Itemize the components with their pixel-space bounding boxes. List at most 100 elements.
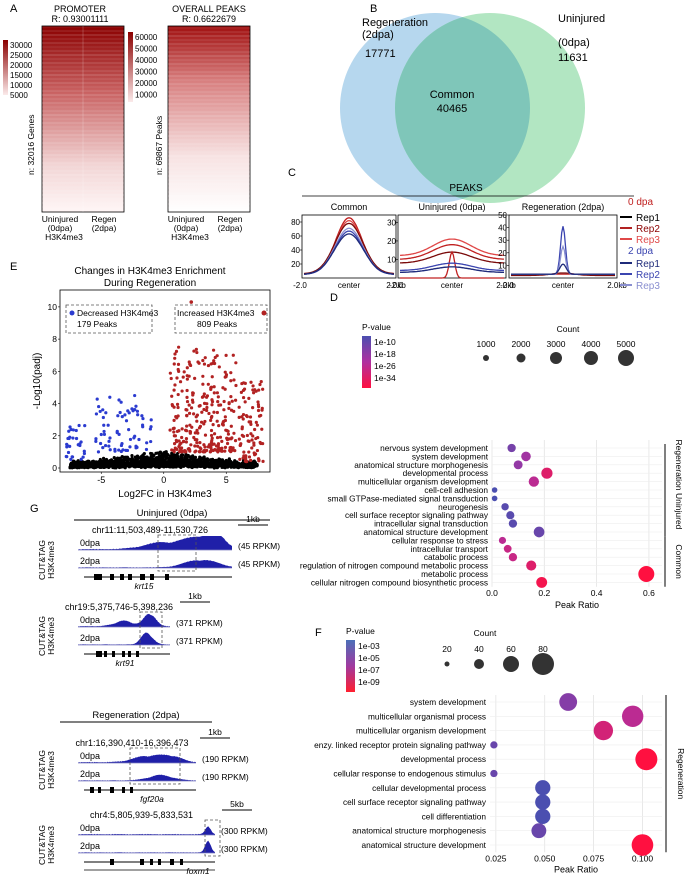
panel-b-letter: B xyxy=(370,3,377,15)
promoter-r: R: 0.93001111 xyxy=(51,14,108,24)
legend-rep-0dpa: Rep3 xyxy=(636,235,660,246)
g-exon xyxy=(104,651,107,657)
d-count-label: 2000 xyxy=(512,339,531,349)
d-term-dot xyxy=(638,566,655,582)
venn-left-label: Regeneration xyxy=(362,17,428,29)
legend-rep-0dpa: Rep2 xyxy=(636,224,660,235)
overall-mark: H3K4me3 xyxy=(171,232,209,242)
d-count-label: 5000 xyxy=(617,339,636,349)
e-ytick: 2 xyxy=(52,431,57,441)
profile-ytick: 40 xyxy=(291,246,300,255)
profile-xtick: -2.0 xyxy=(389,281,403,290)
venn-right-value: 11631 xyxy=(558,52,588,64)
e-ytick: 6 xyxy=(52,366,57,376)
overall-cbar-tick: 20000 xyxy=(135,79,158,88)
d-term-dot xyxy=(536,576,548,588)
f-dotplot: 0.025 0.050 0.075 0.100 Peak Ratio system dev… xyxy=(314,693,685,874)
e-ytick: 4 xyxy=(52,399,57,409)
promoter-cbar-tick: 25000 xyxy=(10,51,33,60)
g-signal-track xyxy=(78,632,170,645)
heatmap-rows xyxy=(42,26,250,209)
overall-colorbar-ticks: 60000 50000 40000 30000 20000 10000 xyxy=(135,33,158,100)
g-assay-label: CUT&TAG xyxy=(37,750,47,790)
profile-curve xyxy=(400,243,504,260)
g-row-2dpa: 2dpa xyxy=(80,556,100,566)
f-term-dot xyxy=(621,705,644,727)
f-pvalue-title: P-value xyxy=(346,626,375,636)
f-count-dot xyxy=(532,653,554,675)
overall-x1b: (0dpa) xyxy=(174,223,199,233)
overall-title: OVERALL PEAKS xyxy=(172,4,246,14)
e-ytick: 10 xyxy=(48,302,58,312)
f-term-label: developmental process xyxy=(401,754,486,764)
e-increased-label: Increased H3K4me3 xyxy=(177,308,255,318)
g-exon xyxy=(180,859,183,865)
f-count-dot xyxy=(474,659,484,669)
f-term-label: multicellular organismal process xyxy=(368,711,486,721)
g-row-0dpa: 0dpa xyxy=(80,538,100,548)
profile-ytick: 10 xyxy=(498,261,507,270)
profile-xtick: -2.0 xyxy=(500,281,514,290)
profile-xtick: 2.0kb xyxy=(607,281,627,290)
g-exon xyxy=(130,787,133,793)
g-exon xyxy=(170,859,174,865)
g-exon xyxy=(110,787,114,793)
g-regeneration-header: Regeneration (2dpa) xyxy=(92,710,179,721)
profile-ytick: 60 xyxy=(291,232,300,241)
f-xtick: 0.100 xyxy=(632,853,654,863)
g-row-2dpa: 2dpa xyxy=(80,841,100,851)
f-count-dot xyxy=(444,661,450,667)
venn-overlap xyxy=(395,13,530,203)
e-points xyxy=(64,300,265,470)
profile-ytick: 10 xyxy=(387,255,396,264)
overall-r: R: 0.6622679 xyxy=(182,14,236,24)
f-count-title: Count xyxy=(474,628,497,638)
g-row-2dpa: 2dpa xyxy=(80,633,100,643)
g-assay-mark: H3K4me3 xyxy=(46,826,56,864)
g-highlight-box xyxy=(204,819,221,857)
d-term-label: intracellular transport xyxy=(411,544,489,554)
g-exon xyxy=(136,651,139,657)
f-xlabel: Peak Ratio xyxy=(554,864,598,874)
profile-curve xyxy=(511,272,615,277)
f-term-dot xyxy=(535,780,551,796)
d-term-dot xyxy=(501,503,509,511)
d-term-label: intracellular signal transduction xyxy=(374,519,488,529)
g-gene-name: fgf20a xyxy=(140,794,164,804)
profile-subplot-title: Regeneration (2dpa) xyxy=(522,202,605,212)
f-term-label: cellular developmental process xyxy=(372,783,486,793)
g-rpkm: (45 RPKM) xyxy=(238,541,280,551)
g-signal-track xyxy=(78,754,196,763)
f-pvalue-tick: 1e-09 xyxy=(358,677,380,687)
d-term-label: developmental process xyxy=(403,468,488,478)
d-count-title: Count xyxy=(557,324,580,334)
overall-x1: Uninjured xyxy=(168,214,205,224)
profile-ytick: 80 xyxy=(291,218,300,227)
f-xtick: 0.050 xyxy=(534,853,556,863)
profile-subplot-title: Uninjured (0dpa) xyxy=(418,202,485,212)
g-rpkm: (371 RPKM) xyxy=(176,618,223,628)
d-pvalue-colorbar xyxy=(362,336,371,388)
d-term-label: cell surface receptor signaling pathway xyxy=(345,510,489,520)
d-term-dot xyxy=(521,451,531,462)
f-pvalue-tick: 1e-03 xyxy=(358,641,380,651)
profile-xtick: center xyxy=(441,281,464,290)
f-pvalue-tick: 1e-05 xyxy=(358,653,380,663)
e-increased-count: 809 Peaks xyxy=(197,319,237,329)
e-ylabel: -Log10(padj) xyxy=(32,353,43,410)
g-gene-name: krt15 xyxy=(135,581,154,591)
d-term-label: neurogenesis xyxy=(438,502,488,512)
profile-plots: Common 80 60 40 20 -2.0 center 2.0kb Uninjured (… xyxy=(291,202,627,290)
d-term-dot xyxy=(491,495,498,502)
legend-group-2dpa: 2 dpa xyxy=(628,246,653,257)
profile-xtick: 2.0kb xyxy=(496,281,516,290)
e-decreased-count: 179 Peaks xyxy=(77,319,117,329)
g-coord: chr4:5,805,939-5,833,531 xyxy=(90,810,193,820)
profile-subplot-title: Common xyxy=(331,202,368,212)
d-count-dot xyxy=(516,353,526,363)
promoter-cbar-tick: 20000 xyxy=(10,61,33,70)
g-signal-track xyxy=(78,536,232,550)
d-term-label: cellular response to stress xyxy=(392,535,488,545)
f-count-legend: 20 40 60 80 xyxy=(442,644,554,675)
